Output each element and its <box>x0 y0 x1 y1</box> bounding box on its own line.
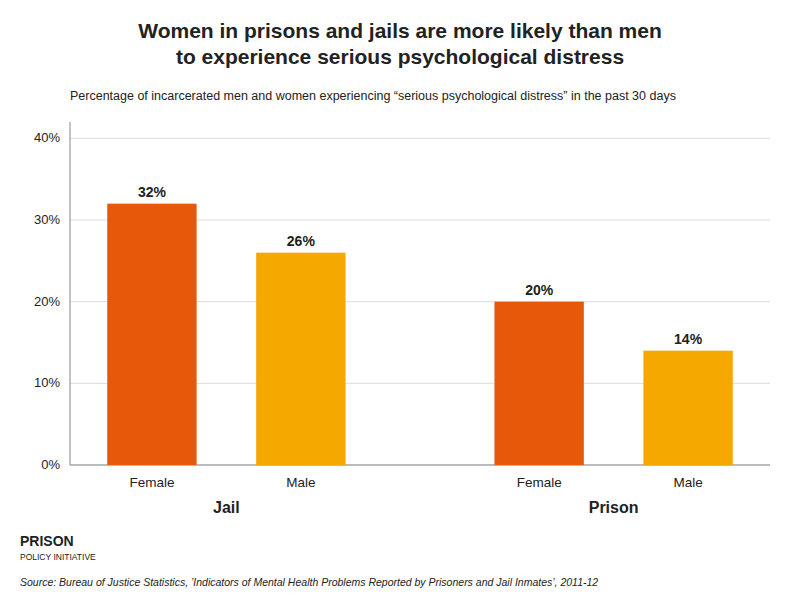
chart: Women in prisons and jails are more like… <box>0 0 800 600</box>
bars <box>107 204 733 465</box>
data-label: 14% <box>674 331 703 347</box>
grid <box>70 138 770 465</box>
y-tick-label: 20% <box>34 294 60 309</box>
y-tick-label: 10% <box>34 375 60 390</box>
group-label: Prison <box>589 499 639 516</box>
x-tick-label: Male <box>286 475 315 490</box>
group-label: Jail <box>213 499 240 516</box>
y-tick-label: 40% <box>34 130 60 145</box>
subtitle: Percentage of incarcerated men and women… <box>70 89 676 103</box>
bar <box>256 253 345 465</box>
annotation: POLICY INITIATIVE <box>20 552 96 562</box>
bar <box>494 302 583 465</box>
source: Source: Bureau of Justice Statistics, ’I… <box>20 576 598 588</box>
x-tick-label: Male <box>673 475 702 490</box>
bar <box>643 351 732 465</box>
y-tick-label: 0% <box>41 457 60 472</box>
y-axis-line <box>70 122 71 465</box>
page: {"chart_data": {"type": "bar", "title": … <box>0 0 800 600</box>
annotation: PRISON <box>20 533 74 549</box>
y-tick-label: 30% <box>34 212 60 227</box>
data-label: 26% <box>287 233 316 249</box>
grid-line <box>70 138 770 139</box>
x-tick-label: Female <box>517 475 562 490</box>
data-label: 20% <box>525 282 554 298</box>
title: Women in prisons and jails are more like… <box>138 19 662 42</box>
data-label: 32% <box>138 184 167 200</box>
x-tick-label: Female <box>129 475 174 490</box>
bar <box>107 204 196 465</box>
title: to experience serious psychological dist… <box>176 45 624 68</box>
